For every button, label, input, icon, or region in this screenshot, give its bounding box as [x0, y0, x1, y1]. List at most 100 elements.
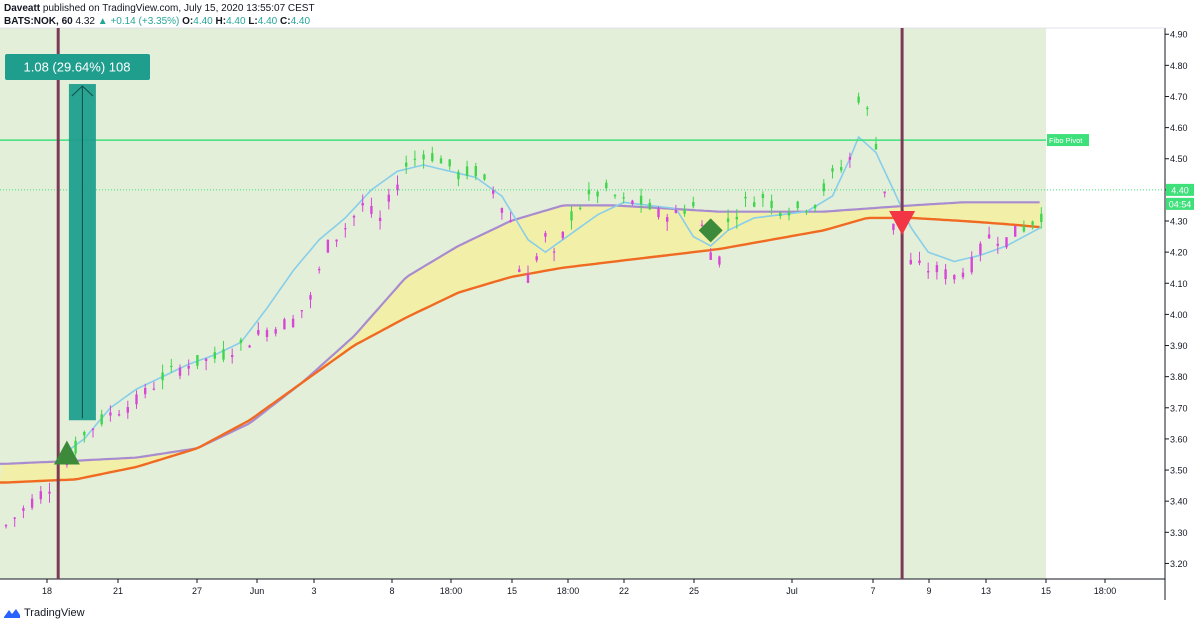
y-tick-label: 3.80 [1170, 372, 1188, 382]
symbol-label: BATS:NOK, 60 [4, 16, 73, 27]
axis-labels: Fibo Pivot 4.40 04:54 [1047, 134, 1194, 210]
candle-body [552, 251, 556, 253]
candle-body [492, 190, 495, 194]
candle-body [753, 202, 756, 207]
ma-lines [0, 135, 1042, 484]
candle-body [222, 349, 225, 360]
y-tick-label: 4.10 [1170, 279, 1188, 289]
candle-body [735, 216, 738, 220]
signals [53, 211, 916, 465]
candle-body [857, 96, 860, 103]
candle-body [726, 218, 730, 223]
high-label: H: [215, 16, 227, 27]
candle-body [518, 269, 521, 273]
candle-body [1005, 237, 1008, 248]
candle-body [579, 207, 582, 209]
candle-body [927, 271, 930, 273]
candle-body [805, 210, 808, 213]
neutral-signal-icon [698, 218, 723, 243]
candle-body [248, 345, 251, 348]
candle-body [909, 259, 912, 265]
x-tick-label: 27 [192, 586, 202, 596]
slow-ma-upper-line [0, 201, 1040, 465]
candle-body [161, 372, 164, 381]
candle-body [422, 154, 425, 160]
y-tick-label: 3.90 [1170, 341, 1188, 351]
candle-body [744, 196, 747, 199]
candle-body [718, 256, 721, 265]
candle-body [170, 365, 173, 368]
trade-arrow-icon [71, 85, 94, 97]
x-tick-label: 7 [870, 586, 875, 596]
y-tick-label: 4.30 [1170, 217, 1188, 227]
candle-body [448, 159, 451, 167]
candle-body [944, 269, 947, 280]
sell-signal-icon [889, 211, 916, 236]
candle-body [335, 239, 338, 242]
x-tick-label: Jul [786, 586, 798, 596]
candle-body [761, 194, 765, 199]
candle-body [692, 201, 695, 207]
candle-body [370, 205, 373, 214]
candle-body [22, 508, 25, 511]
x-tick-label: 18:00 [557, 586, 580, 596]
countdown-tag [1166, 197, 1194, 210]
candle-body [622, 197, 625, 199]
y-tick-label: 4.60 [1170, 123, 1188, 133]
fibo-pivot-label: Fibo Pivot [1049, 136, 1083, 145]
candle-body [587, 189, 591, 195]
candle-body [326, 239, 330, 253]
candle-body [13, 517, 16, 519]
candle-body [605, 182, 608, 189]
y-tick-label: 4.20 [1170, 248, 1188, 258]
tradingview-logo[interactable]: TradingView [4, 607, 85, 619]
candle-body [848, 156, 852, 160]
y-tick-label: 4.90 [1170, 30, 1188, 40]
candle-body [231, 355, 234, 358]
header-line-1: Daveatt published on TradingView.com, Ju… [4, 3, 315, 14]
low-label: L: [248, 16, 258, 27]
y-tick-label: 3.40 [1170, 497, 1188, 507]
candle-body [961, 272, 965, 278]
x-axis: 18 21 27 Jun 3 8 18:00 15 18:00 22 25 Jul 7 9 13 15 18:0… [42, 579, 1116, 596]
candle-body [352, 215, 356, 218]
candle-body [413, 158, 417, 160]
overlays: 1.08 (29.64%) 108 [0, 28, 1165, 579]
candle-body [639, 195, 643, 205]
x-tick-label: 13 [981, 586, 991, 596]
candle-body [378, 217, 382, 222]
last-price: 4.32 [75, 16, 95, 27]
tradingview-logo-icon [4, 609, 20, 618]
candle-body [431, 153, 434, 162]
author-name: Daveatt [4, 3, 41, 14]
candlesticks [4, 92, 1043, 529]
candle-body [874, 143, 878, 150]
candle-body [196, 355, 199, 366]
candle-body [953, 275, 956, 280]
candle-body [300, 310, 303, 312]
ma-cloud-fill [0, 202, 1042, 483]
y-axis: 4.90 4.80 4.70 4.60 4.50 4.40 4.30 4.20 4.10 4.00… [1165, 30, 1188, 569]
candle-body [935, 265, 939, 273]
candle-body [126, 407, 129, 413]
candle-body [344, 228, 347, 230]
up-arrow-icon: ▲ [97, 16, 108, 27]
candle-body [787, 212, 791, 216]
candle-body [866, 107, 869, 110]
y-tick-label: 4.50 [1170, 154, 1188, 164]
open-value: 4.40 [193, 16, 213, 27]
candle-body [1031, 221, 1034, 225]
x-tick-label: 18:00 [440, 586, 463, 596]
candle-body [387, 194, 390, 202]
open-label: O: [182, 16, 194, 27]
candle-body [265, 330, 269, 337]
candle-body [779, 212, 782, 217]
candle-body [892, 223, 895, 231]
candle-body [500, 208, 504, 213]
y-tick-label: 3.70 [1170, 403, 1188, 413]
low-value: 4.40 [257, 16, 278, 27]
candle-body [283, 319, 286, 330]
candle-body [135, 394, 138, 405]
candle-body [396, 184, 399, 191]
candle-body [483, 174, 486, 180]
